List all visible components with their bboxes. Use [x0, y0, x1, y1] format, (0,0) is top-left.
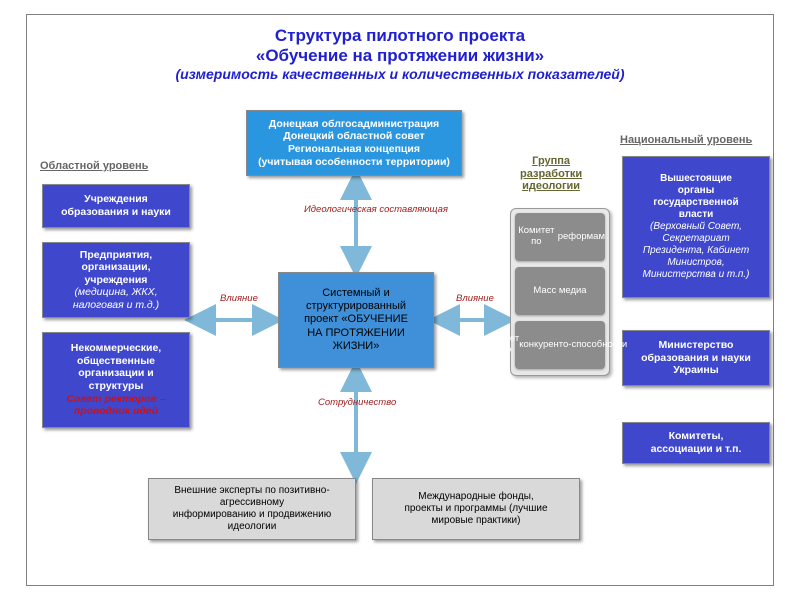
left-box-enterprises: Предприятия,организации,учреждения(медиц…: [42, 242, 190, 318]
left-box-edu-science: Учрежденияобразования и науки: [42, 184, 190, 228]
section-label-national: Национальный уровень: [620, 134, 752, 147]
right-box-committees: Комитеты,ассоциации и т.п.: [622, 422, 770, 464]
title-line3: (измеримость качественных и количественн…: [36, 66, 764, 82]
title-line2: «Обучение на протяжении жизни»: [36, 46, 764, 66]
bottom-box-experts: Внешние эксперты по позитивно-агрессивно…: [148, 478, 356, 540]
diagram-title: Структура пилотного проекта «Обучение на…: [26, 18, 774, 86]
left-box-ngo: Некоммерческие,общественныеорганизации и…: [42, 332, 190, 428]
edge-label-0: Идеологическая составляющая: [304, 205, 448, 216]
ideology-segment-1: Масс медиа: [515, 267, 605, 315]
ideology-segment-group: Комитет пореформам Масс медиа Совет поконк…: [510, 208, 610, 376]
title-line1: Структура пилотного проекта: [36, 26, 764, 46]
top-admin-box: Донецкая облгосадминистрацияДонецкий обл…: [246, 110, 462, 176]
center-project-box: Системный иструктурированныйпроект «ОБУЧ…: [278, 272, 434, 368]
right-box-gov-top: Вышестоящиеорганыгосударственнойвласти(В…: [622, 156, 770, 298]
ideology-segment-0: Комитет пореформам: [515, 213, 605, 261]
edge-label-3: Сотрудничество: [318, 398, 396, 409]
section-label-ideology_group: Группаразработкиидеологии: [520, 155, 582, 193]
bottom-box-intl-funds: Международные фонды,проекты и программы …: [372, 478, 580, 540]
section-label-regional: Областной уровень: [40, 160, 148, 173]
edge-label-2: Влияние: [456, 294, 494, 305]
ideology-segment-2: Совет поконкуренто-способности: [515, 321, 605, 369]
edge-label-1: Влияние: [220, 294, 258, 305]
right-box-min-edu: Министерствообразования и наукиУкраины: [622, 330, 770, 386]
